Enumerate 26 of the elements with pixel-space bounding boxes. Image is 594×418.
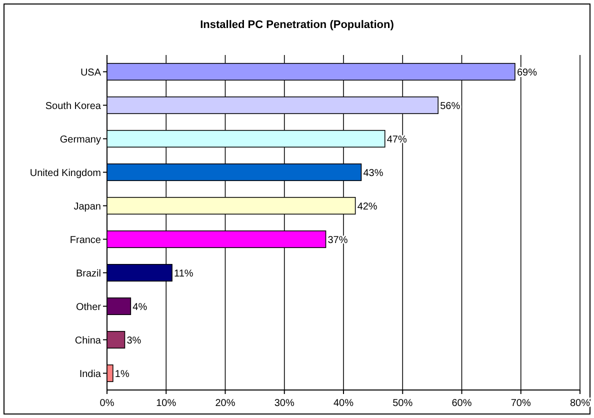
data-label: 42% <box>357 201 378 212</box>
y-tick-label: United Kingdom <box>30 168 101 179</box>
x-tick-label: 70% <box>510 398 531 409</box>
x-tick-label: 0% <box>100 398 114 409</box>
x-tick-label: 10% <box>156 398 176 409</box>
x-tick-label: 30% <box>274 398 294 409</box>
y-tick-label: France <box>70 234 102 246</box>
data-label: 56% <box>440 100 460 112</box>
data-label: 43% <box>363 168 384 179</box>
data-label: 1% <box>114 368 130 380</box>
x-tick-label: 60% <box>452 398 472 409</box>
y-tick-label: India <box>79 368 102 380</box>
y-tick-label: USA <box>80 67 102 78</box>
y-tick-label: China <box>74 335 102 346</box>
y-tick-label: Other <box>76 302 102 313</box>
data-label: 11% <box>174 268 194 280</box>
x-tick-label: 20% <box>215 398 236 409</box>
y-tick-label: Japan <box>74 201 101 212</box>
y-tick-label: Germany <box>60 134 101 146</box>
data-label: 4% <box>132 302 148 313</box>
x-tick-label: 40% <box>333 398 354 409</box>
x-tick-label: 50% <box>392 398 413 409</box>
y-tick-label: South Korea <box>45 100 102 112</box>
chart-title: Installed PC Penetration (Population) <box>200 19 394 31</box>
y-tick-label: Brazil <box>76 268 101 280</box>
data-label: 3% <box>126 335 142 346</box>
